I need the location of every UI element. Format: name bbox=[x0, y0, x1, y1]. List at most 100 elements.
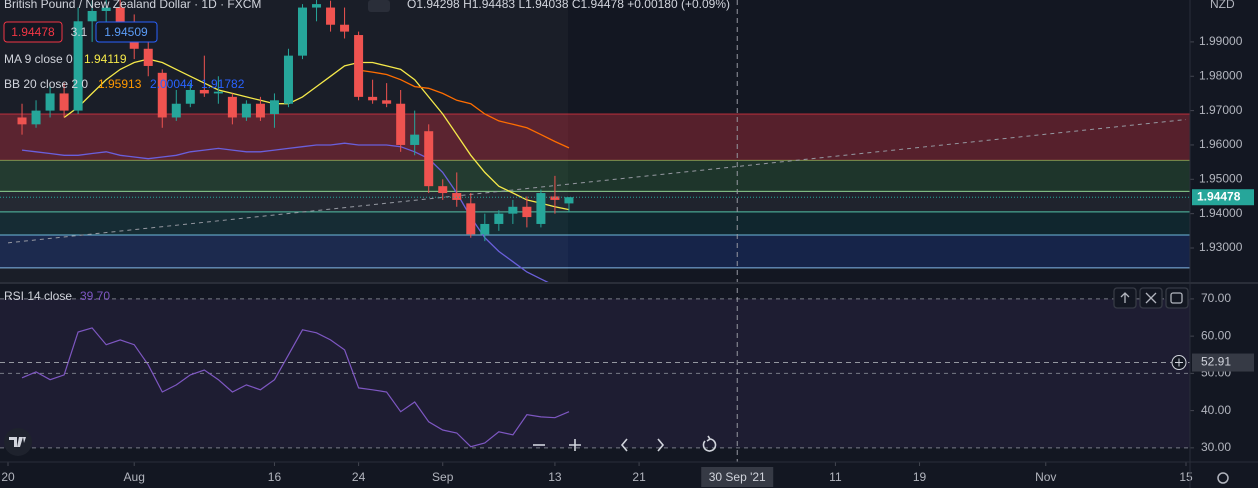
x-tick-label: 19 bbox=[913, 470, 927, 484]
indicator-line bbox=[358, 69, 570, 149]
candle-body bbox=[466, 203, 476, 235]
ohlc-high: H1.94483 bbox=[463, 0, 515, 11]
x-tick-label: Aug bbox=[124, 470, 145, 484]
add-alert-icon bbox=[1175, 358, 1183, 367]
zone bbox=[0, 114, 1190, 161]
candle-body bbox=[87, 10, 97, 22]
crosshair-y-box bbox=[1192, 353, 1254, 372]
y-tick-label: 1.94000 bbox=[1199, 206, 1243, 220]
symbol-title: British Pound / New Zealand Dollar · 1D … bbox=[4, 0, 261, 11]
x-tick-label: 21 bbox=[632, 470, 646, 484]
y-tick-label: 1.98000 bbox=[1199, 68, 1243, 82]
candle-body bbox=[213, 91, 223, 94]
indicator-value: 1.95913 bbox=[98, 77, 142, 91]
candle-body bbox=[326, 7, 336, 25]
candle-body bbox=[368, 96, 378, 101]
candle-body bbox=[494, 213, 504, 224]
scroll-left-button[interactable] bbox=[620, 438, 628, 452]
crosshair-x-label: 30 Sep '21 bbox=[709, 470, 766, 484]
candle-body bbox=[185, 89, 195, 104]
buy-box[interactable] bbox=[95, 21, 158, 43]
candle-body bbox=[255, 103, 265, 118]
y-tick-label: 1.97000 bbox=[1199, 103, 1243, 117]
candle-body bbox=[59, 93, 69, 111]
zone bbox=[0, 191, 1190, 212]
legend: British Pound / New Zealand Dollar · 1D … bbox=[3, 0, 730, 303]
y-tick-label: 70.00 bbox=[1201, 291, 1231, 305]
candle-body bbox=[354, 35, 364, 97]
candle-body bbox=[45, 93, 55, 111]
logo-mark bbox=[9, 437, 26, 447]
candle-body bbox=[73, 21, 83, 111]
y-tick-label: 1.99000 bbox=[1199, 34, 1243, 48]
x-tick-label: 11 bbox=[829, 470, 842, 484]
rsi-line bbox=[21, 327, 570, 448]
candle-body bbox=[382, 100, 392, 104]
ohlc-change: +0.00180 (+0.09%) bbox=[627, 0, 730, 11]
crosshair-y-label: 52.91 bbox=[1201, 355, 1231, 369]
icon[interactable] bbox=[368, 0, 390, 12]
x-tick-label: Sep bbox=[432, 470, 454, 484]
pane-buttons bbox=[1113, 287, 1189, 309]
zone bbox=[0, 211, 1190, 235]
x-tick-label: 13 bbox=[548, 470, 562, 484]
icon bbox=[1120, 292, 1130, 303]
settings-icon[interactable] bbox=[1217, 472, 1229, 484]
candle-body bbox=[410, 134, 420, 145]
icon bbox=[1170, 292, 1183, 304]
ohlc-close: C1.94478 bbox=[572, 0, 624, 11]
candle-body bbox=[536, 193, 546, 224]
last-price-box bbox=[1192, 189, 1254, 206]
candle-body bbox=[550, 196, 560, 200]
trendline bbox=[7, 119, 1187, 244]
candle-body bbox=[340, 24, 350, 32]
icon bbox=[1145, 292, 1157, 304]
candle-body bbox=[298, 7, 307, 56]
sell-price: 1.94478 bbox=[11, 25, 55, 39]
y-tick-label: 1.96000 bbox=[1199, 137, 1243, 151]
reset-button[interactable] bbox=[702, 435, 717, 452]
zone bbox=[0, 234, 1190, 268]
indicator-line bbox=[21, 142, 549, 282]
price-pane bbox=[0, 0, 1190, 282]
spread: 3.1 bbox=[71, 25, 88, 39]
candle-body bbox=[17, 117, 27, 125]
candle-body bbox=[157, 72, 167, 118]
zoom-in-button[interactable] bbox=[569, 439, 581, 451]
sell-box[interactable] bbox=[3, 21, 63, 43]
ohlc-low: L1.94038 bbox=[518, 0, 568, 11]
candle-body bbox=[438, 186, 448, 194]
currency[interactable]: NZD bbox=[1210, 0, 1235, 11]
crosshair-x-box bbox=[701, 467, 774, 487]
gear bbox=[1217, 472, 1229, 484]
logo bbox=[4, 428, 32, 456]
zone bbox=[0, 160, 1190, 192]
scroll-right-button[interactable] bbox=[657, 438, 665, 452]
candle-body bbox=[508, 206, 518, 214]
candle-body bbox=[312, 4, 322, 8]
indicator-value: 1.94119 bbox=[84, 52, 127, 66]
x-tick-label: 24 bbox=[352, 470, 366, 484]
y-tick-label: 1.93000 bbox=[1199, 240, 1243, 254]
bb-legend: BB 20 close 2 0 bbox=[4, 77, 88, 91]
rsi-pane bbox=[0, 298, 1190, 449]
last-price-label: 1.94478 bbox=[1197, 189, 1241, 203]
candle-body bbox=[452, 193, 462, 200]
buy-price: 1.94509 bbox=[104, 25, 148, 39]
x-tick-label: Nov bbox=[1035, 470, 1056, 484]
candle-body bbox=[143, 48, 153, 66]
y-tick-label: 60.00 bbox=[1201, 328, 1231, 342]
maximize-button[interactable] bbox=[1165, 287, 1189, 309]
indicator-value: 2.00044 bbox=[150, 77, 194, 91]
candle-body bbox=[480, 223, 490, 235]
ohlc: O1.94298 H1.94483 L1.94038 C1.94478 +0.0… bbox=[407, 0, 730, 11]
candle-body bbox=[283, 55, 293, 104]
candle-body bbox=[424, 131, 434, 187]
y-tick-label: 1.95000 bbox=[1199, 171, 1243, 185]
candle-body bbox=[396, 103, 406, 145]
y-tick-label: 40.00 bbox=[1201, 403, 1231, 417]
ohlc-open: O1.94298 bbox=[407, 0, 460, 11]
rsi-value: 39.70 bbox=[80, 289, 110, 303]
